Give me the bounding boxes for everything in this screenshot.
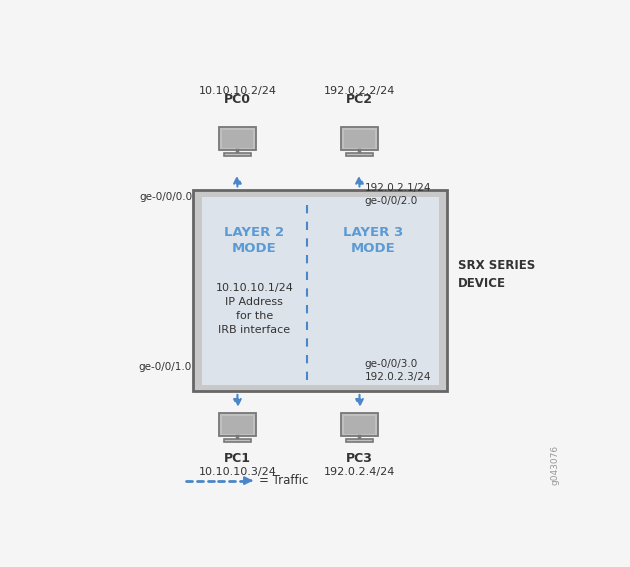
FancyBboxPatch shape [307,197,438,384]
Text: ge-0/0/0.0: ge-0/0/0.0 [139,192,192,202]
FancyBboxPatch shape [193,191,447,391]
FancyBboxPatch shape [344,416,375,434]
FancyBboxPatch shape [222,416,253,434]
Text: g043076: g043076 [550,445,559,485]
FancyBboxPatch shape [224,439,251,442]
Text: 10.10.10.2/24: 10.10.10.2/24 [198,86,277,96]
Text: 10.10.10.3/24: 10.10.10.3/24 [198,467,277,477]
FancyBboxPatch shape [202,197,307,384]
FancyBboxPatch shape [341,413,378,437]
Text: 192.0.2.1/24
ge-0/0/2.0: 192.0.2.1/24 ge-0/0/2.0 [364,183,431,206]
FancyBboxPatch shape [222,130,253,148]
Text: 192.0.2.4/24: 192.0.2.4/24 [324,467,395,477]
FancyBboxPatch shape [341,127,378,150]
FancyBboxPatch shape [219,127,256,150]
FancyBboxPatch shape [346,153,374,156]
FancyBboxPatch shape [219,413,256,437]
Text: 10.10.10.1/24
IP Address
for the
IRB interface: 10.10.10.1/24 IP Address for the IRB int… [215,284,293,336]
Text: PC0: PC0 [224,94,251,107]
Text: PC3: PC3 [346,452,373,466]
Text: PC1: PC1 [224,452,251,466]
Text: ge-0/0/1.0: ge-0/0/1.0 [139,362,192,372]
Text: 192.0.2.2/24: 192.0.2.2/24 [324,86,395,96]
Text: SRX SERIES
DEVICE: SRX SERIES DEVICE [458,259,536,290]
FancyBboxPatch shape [346,439,374,442]
Text: LAYER 3
MODE: LAYER 3 MODE [343,226,403,255]
FancyBboxPatch shape [344,130,375,148]
Text: PC2: PC2 [346,94,373,107]
Text: ge-0/0/3.0
192.0.2.3/24: ge-0/0/3.0 192.0.2.3/24 [364,358,431,382]
FancyBboxPatch shape [224,153,251,156]
Text: LAYER 2
MODE: LAYER 2 MODE [224,226,284,255]
Text: = Traffic: = Traffic [260,474,309,487]
